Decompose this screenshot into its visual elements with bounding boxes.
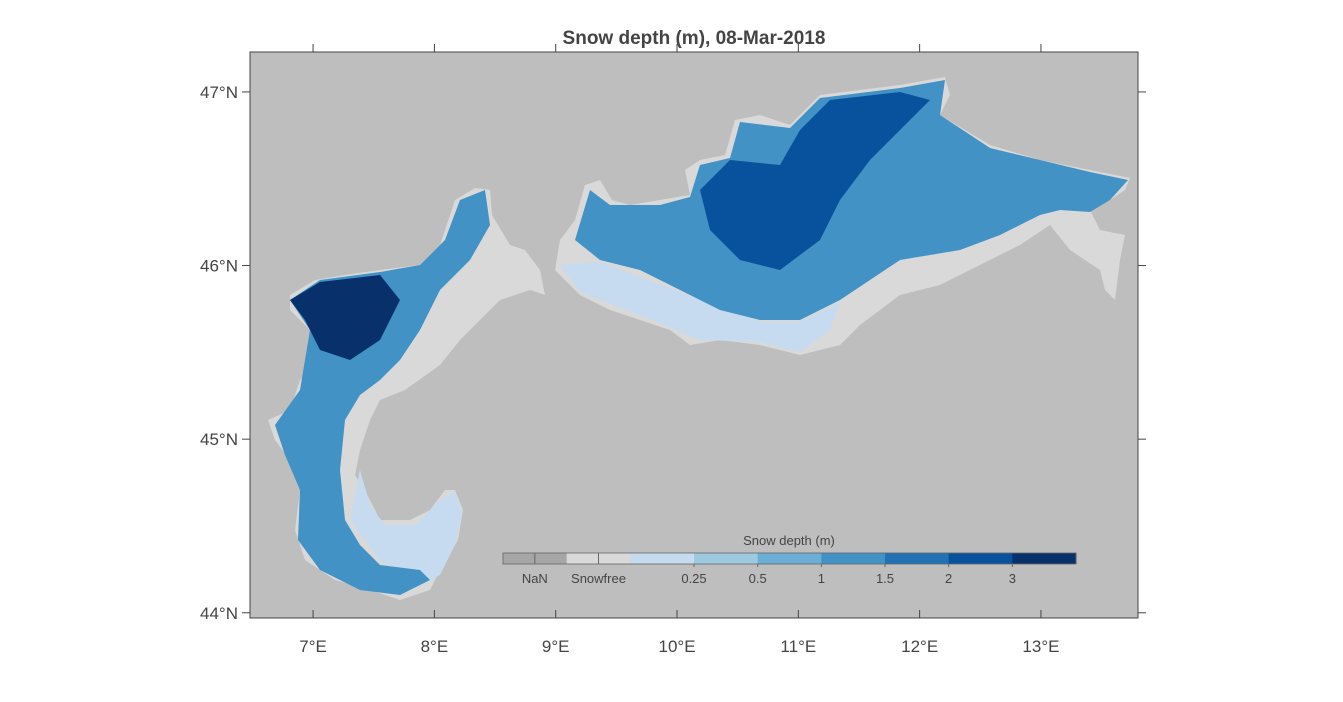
- colorbar-segment: [885, 553, 950, 564]
- axes: 7°E 8°E 9°E 10°E 11°E 12°E 13°E 44°N 45°N 46°N 47°…: [200, 44, 1146, 656]
- deep-snow: [290, 275, 400, 360]
- colorbar-label: Snowfree: [571, 571, 626, 586]
- colorbar-segment: [630, 553, 695, 564]
- x-tick-label: 7°E: [299, 637, 327, 656]
- snow-area: [575, 80, 1128, 320]
- colorbar-frame: [502, 552, 1077, 565]
- shallow-snow: [560, 262, 840, 352]
- x-tick-label: 13°E: [1022, 637, 1059, 656]
- colorbar-label: NaN: [522, 571, 548, 586]
- map-title: Snow depth (m), 08-Mar-2018: [563, 28, 826, 49]
- x-tick-label: 8°E: [421, 637, 449, 656]
- y-tick-label: 47°N: [200, 83, 238, 102]
- colorbar: Snow depth (m) NaN Snowfree 0.25 0.5 1 1.5 2 3: [502, 533, 1077, 586]
- colorbar-label: 0.25: [681, 571, 706, 586]
- colorbar-segment: [948, 553, 1013, 564]
- colorbar-title: Snow depth (m): [743, 533, 835, 548]
- colorbar-label: 0.5: [749, 571, 767, 586]
- y-tick-label: 45°N: [200, 430, 238, 449]
- colorbar-label: 1: [818, 571, 825, 586]
- colorbar-segment: [694, 553, 759, 564]
- y-tick-label: 46°N: [200, 257, 238, 276]
- colorbar-segment: [821, 553, 886, 564]
- x-tick-label: 9°E: [542, 637, 570, 656]
- x-tick-label: 10°E: [658, 637, 695, 656]
- colorbar-label: 1.5: [876, 571, 894, 586]
- x-tick-label: 12°E: [901, 637, 938, 656]
- colorbar-label: 3: [1009, 571, 1016, 586]
- colorbar-segment: [1012, 553, 1077, 564]
- colorbar-segment: [757, 553, 822, 564]
- colorbar-label: 2: [945, 571, 952, 586]
- deep-snow: [700, 92, 930, 270]
- region: [268, 77, 1130, 600]
- shallow-snow: [350, 470, 462, 585]
- y-tick-label: 44°N: [200, 604, 238, 623]
- x-tick-label: 11°E: [780, 637, 816, 656]
